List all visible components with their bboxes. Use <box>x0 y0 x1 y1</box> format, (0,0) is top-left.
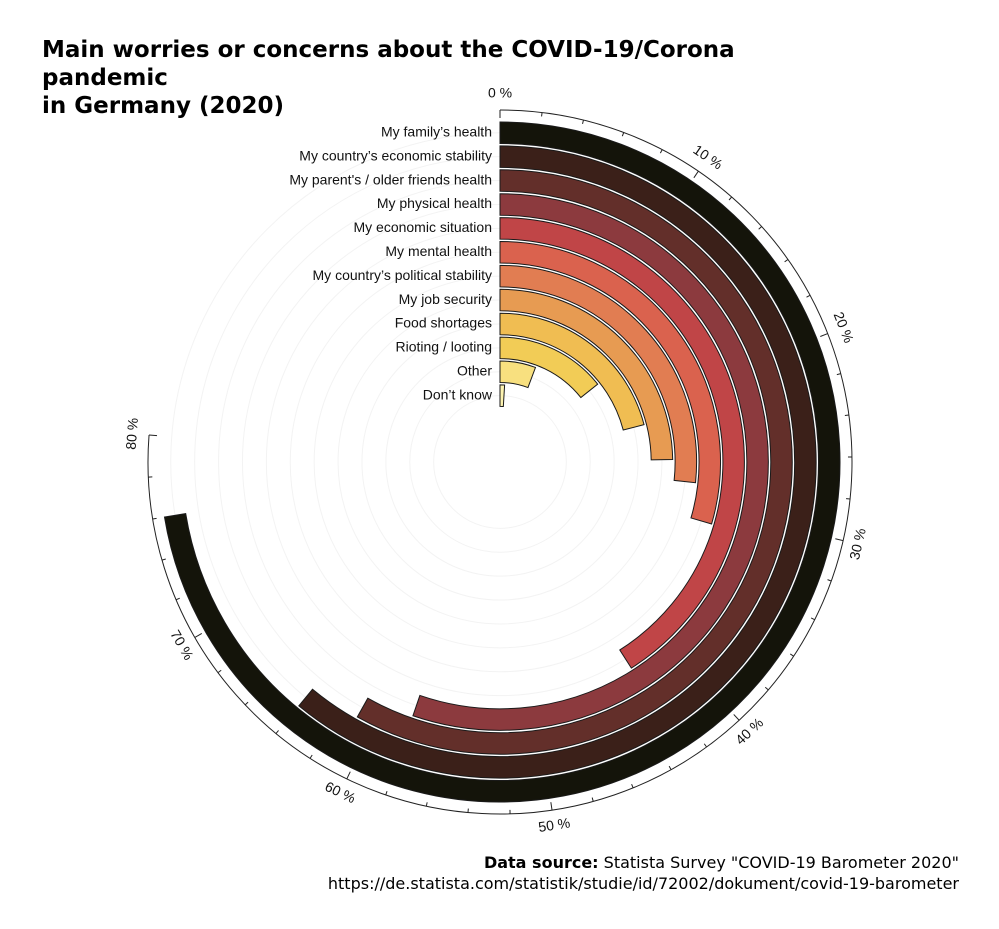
category-label: My job security <box>399 291 492 307</box>
axis-minor-tick <box>844 414 849 416</box>
category-label: My parent's / older friends health <box>289 171 492 187</box>
axis-minor-tick <box>836 373 841 376</box>
axis-minor-tick <box>789 653 794 657</box>
axis-tick-label: 70 % <box>167 627 197 663</box>
axis-minor-tick <box>385 790 388 796</box>
axis-tick-label: 0 % <box>488 85 512 101</box>
source-text: Statista Survey "COVID-19 Barometer 2020… <box>603 853 959 872</box>
axis-minor-tick <box>784 259 789 263</box>
axis-minor-tick <box>425 802 428 807</box>
axis-tick-label: 20 % <box>831 309 858 345</box>
axis-major-tick <box>835 538 844 542</box>
category-label: My physical health <box>377 195 492 211</box>
source-line: Data source: Statista Survey "COVID-19 B… <box>328 852 959 873</box>
bar <box>499 217 745 669</box>
category-label: Don’t know <box>423 386 493 402</box>
axis-minor-tick <box>275 730 279 734</box>
axis-major-tick <box>346 771 351 780</box>
category-label: My mental health <box>385 243 492 259</box>
axis-major-tick <box>733 714 740 721</box>
category-label: My economic situation <box>353 219 492 235</box>
bar <box>499 288 674 461</box>
category-labels: My family’s health My country’s economic … <box>289 123 493 402</box>
source-url: https://de.statista.com/statistik/studie… <box>327 874 959 893</box>
axis-minor-tick <box>827 579 832 582</box>
axis-major-tick <box>693 170 699 179</box>
bar <box>499 240 721 525</box>
axis-minor-tick <box>309 754 313 759</box>
axis-minor-tick <box>758 226 763 230</box>
axis-tick-label: 50 % <box>537 814 571 835</box>
bar <box>499 264 698 484</box>
axis-minor-tick <box>659 149 663 154</box>
chart-title-line-2: in Germany (2020) <box>42 93 284 119</box>
axis-minor-tick <box>806 294 811 298</box>
axis-minor-tick <box>621 132 625 137</box>
chart-title-line-1: Main worries or concerns about the COVID… <box>42 37 735 91</box>
bar <box>298 145 817 779</box>
bars <box>163 121 841 803</box>
axis-tick-label: 30 % <box>846 527 869 562</box>
bar <box>412 193 769 731</box>
axis-minor-tick <box>668 765 672 770</box>
source-note: Data source: Statista Survey "COVID-19 B… <box>328 852 959 894</box>
axis-minor-tick <box>591 797 594 802</box>
category-label: My country’s economic stability <box>299 147 492 163</box>
axis-minor-tick <box>631 783 634 789</box>
bar <box>499 360 537 389</box>
axis-minor-tick <box>161 558 166 561</box>
axis-tick-label: 80 % <box>123 417 141 450</box>
axis-major-tick <box>550 802 553 811</box>
bar <box>163 121 841 803</box>
axis-minor-tick <box>244 701 249 706</box>
axis-tick-label: 40 % <box>732 714 766 747</box>
bar <box>499 336 599 399</box>
category-label: Rioting / looting <box>395 339 492 355</box>
bar <box>499 312 645 431</box>
category-label: My family’s health <box>381 123 492 139</box>
axis-minor-tick <box>152 517 157 520</box>
grid-circle <box>433 395 567 529</box>
category-label: My country’s political stability <box>313 267 492 283</box>
source-label: Data source: <box>483 853 599 872</box>
axis-major-tick <box>194 633 203 638</box>
axis-minor-tick <box>764 686 769 691</box>
axis-major-tick <box>148 434 158 437</box>
bar <box>499 384 506 408</box>
chart-title: Main worries or concerns about the COVID… <box>42 36 862 120</box>
axis-minor-tick <box>582 119 584 125</box>
axis-minor-tick <box>703 743 708 748</box>
axis-minor-tick <box>175 597 180 601</box>
axis-minor-tick <box>217 669 222 674</box>
axis-major-tick <box>820 333 828 337</box>
axis-minor-tick <box>728 196 733 201</box>
category-label: Food shortages <box>395 315 492 331</box>
axis-minor-tick <box>810 617 815 621</box>
category-label: Other <box>457 362 492 378</box>
bar <box>356 169 793 755</box>
axis-tick-label: 10 % <box>690 141 725 172</box>
